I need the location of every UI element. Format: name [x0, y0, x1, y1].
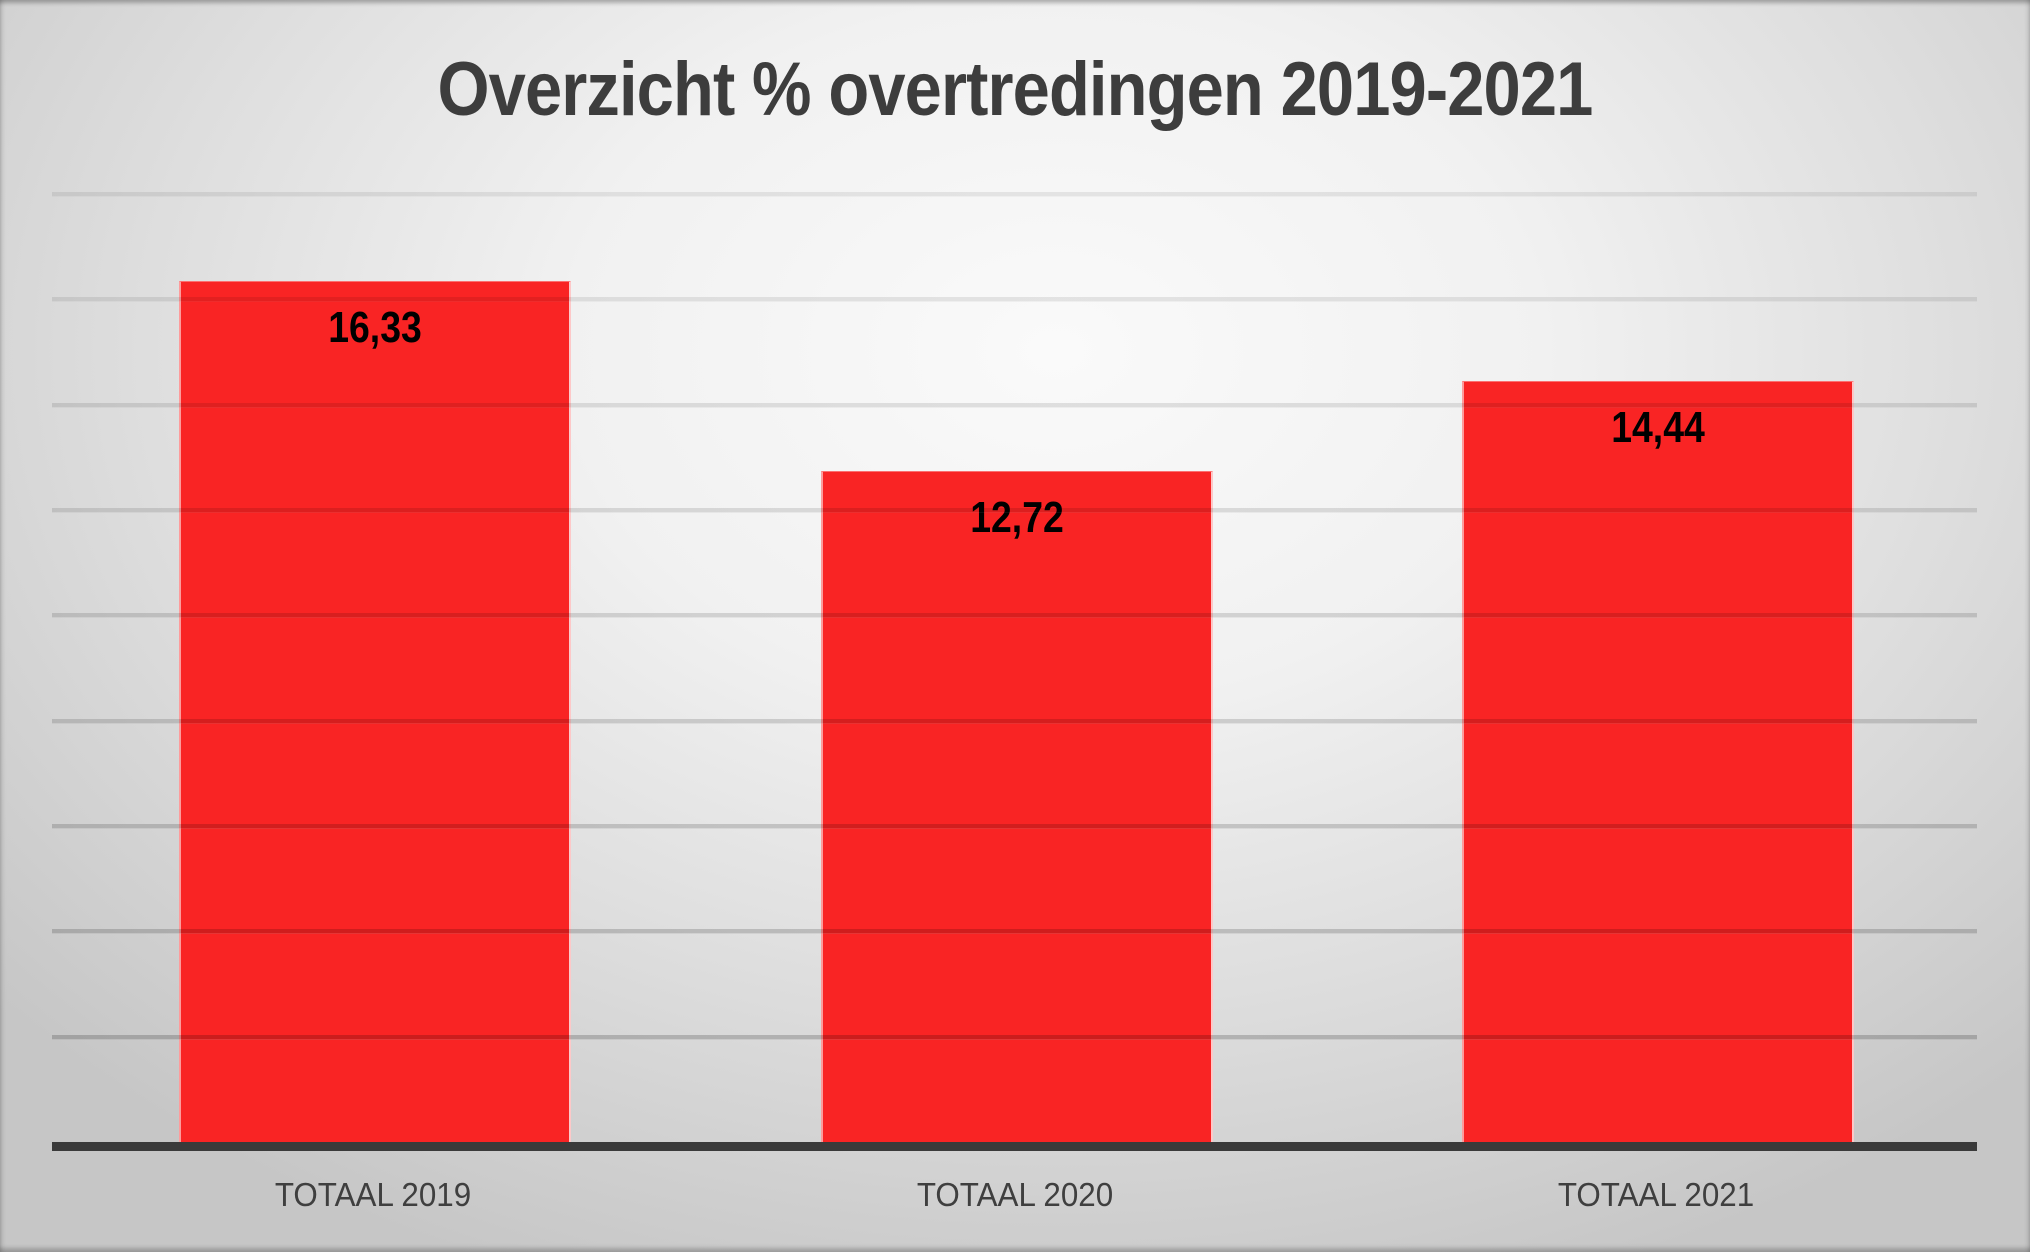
x-axis-label: TOTAAL 2019 [274, 1176, 471, 1213]
bar-value-label: 16,33 [328, 302, 422, 352]
x-axis-label: TOTAAL 2021 [1557, 1176, 1755, 1213]
bar-value-label: 14,44 [1611, 402, 1705, 452]
x-axis-line [52, 1142, 1977, 1151]
bar: 12,72 [820, 471, 1213, 1142]
bar: 14,44 [1462, 380, 1855, 1142]
x-axis-label: TOTAAL 2020 [916, 1176, 1113, 1213]
gridline [52, 192, 1977, 197]
bar: 16,33 [178, 280, 571, 1142]
bar-value-label: 12,72 [969, 493, 1064, 543]
plot-area: 16,33 12,72 14,44 [52, 192, 1977, 1151]
chart-title: Overzicht % overtredingen 2019-2021 [437, 47, 1594, 132]
